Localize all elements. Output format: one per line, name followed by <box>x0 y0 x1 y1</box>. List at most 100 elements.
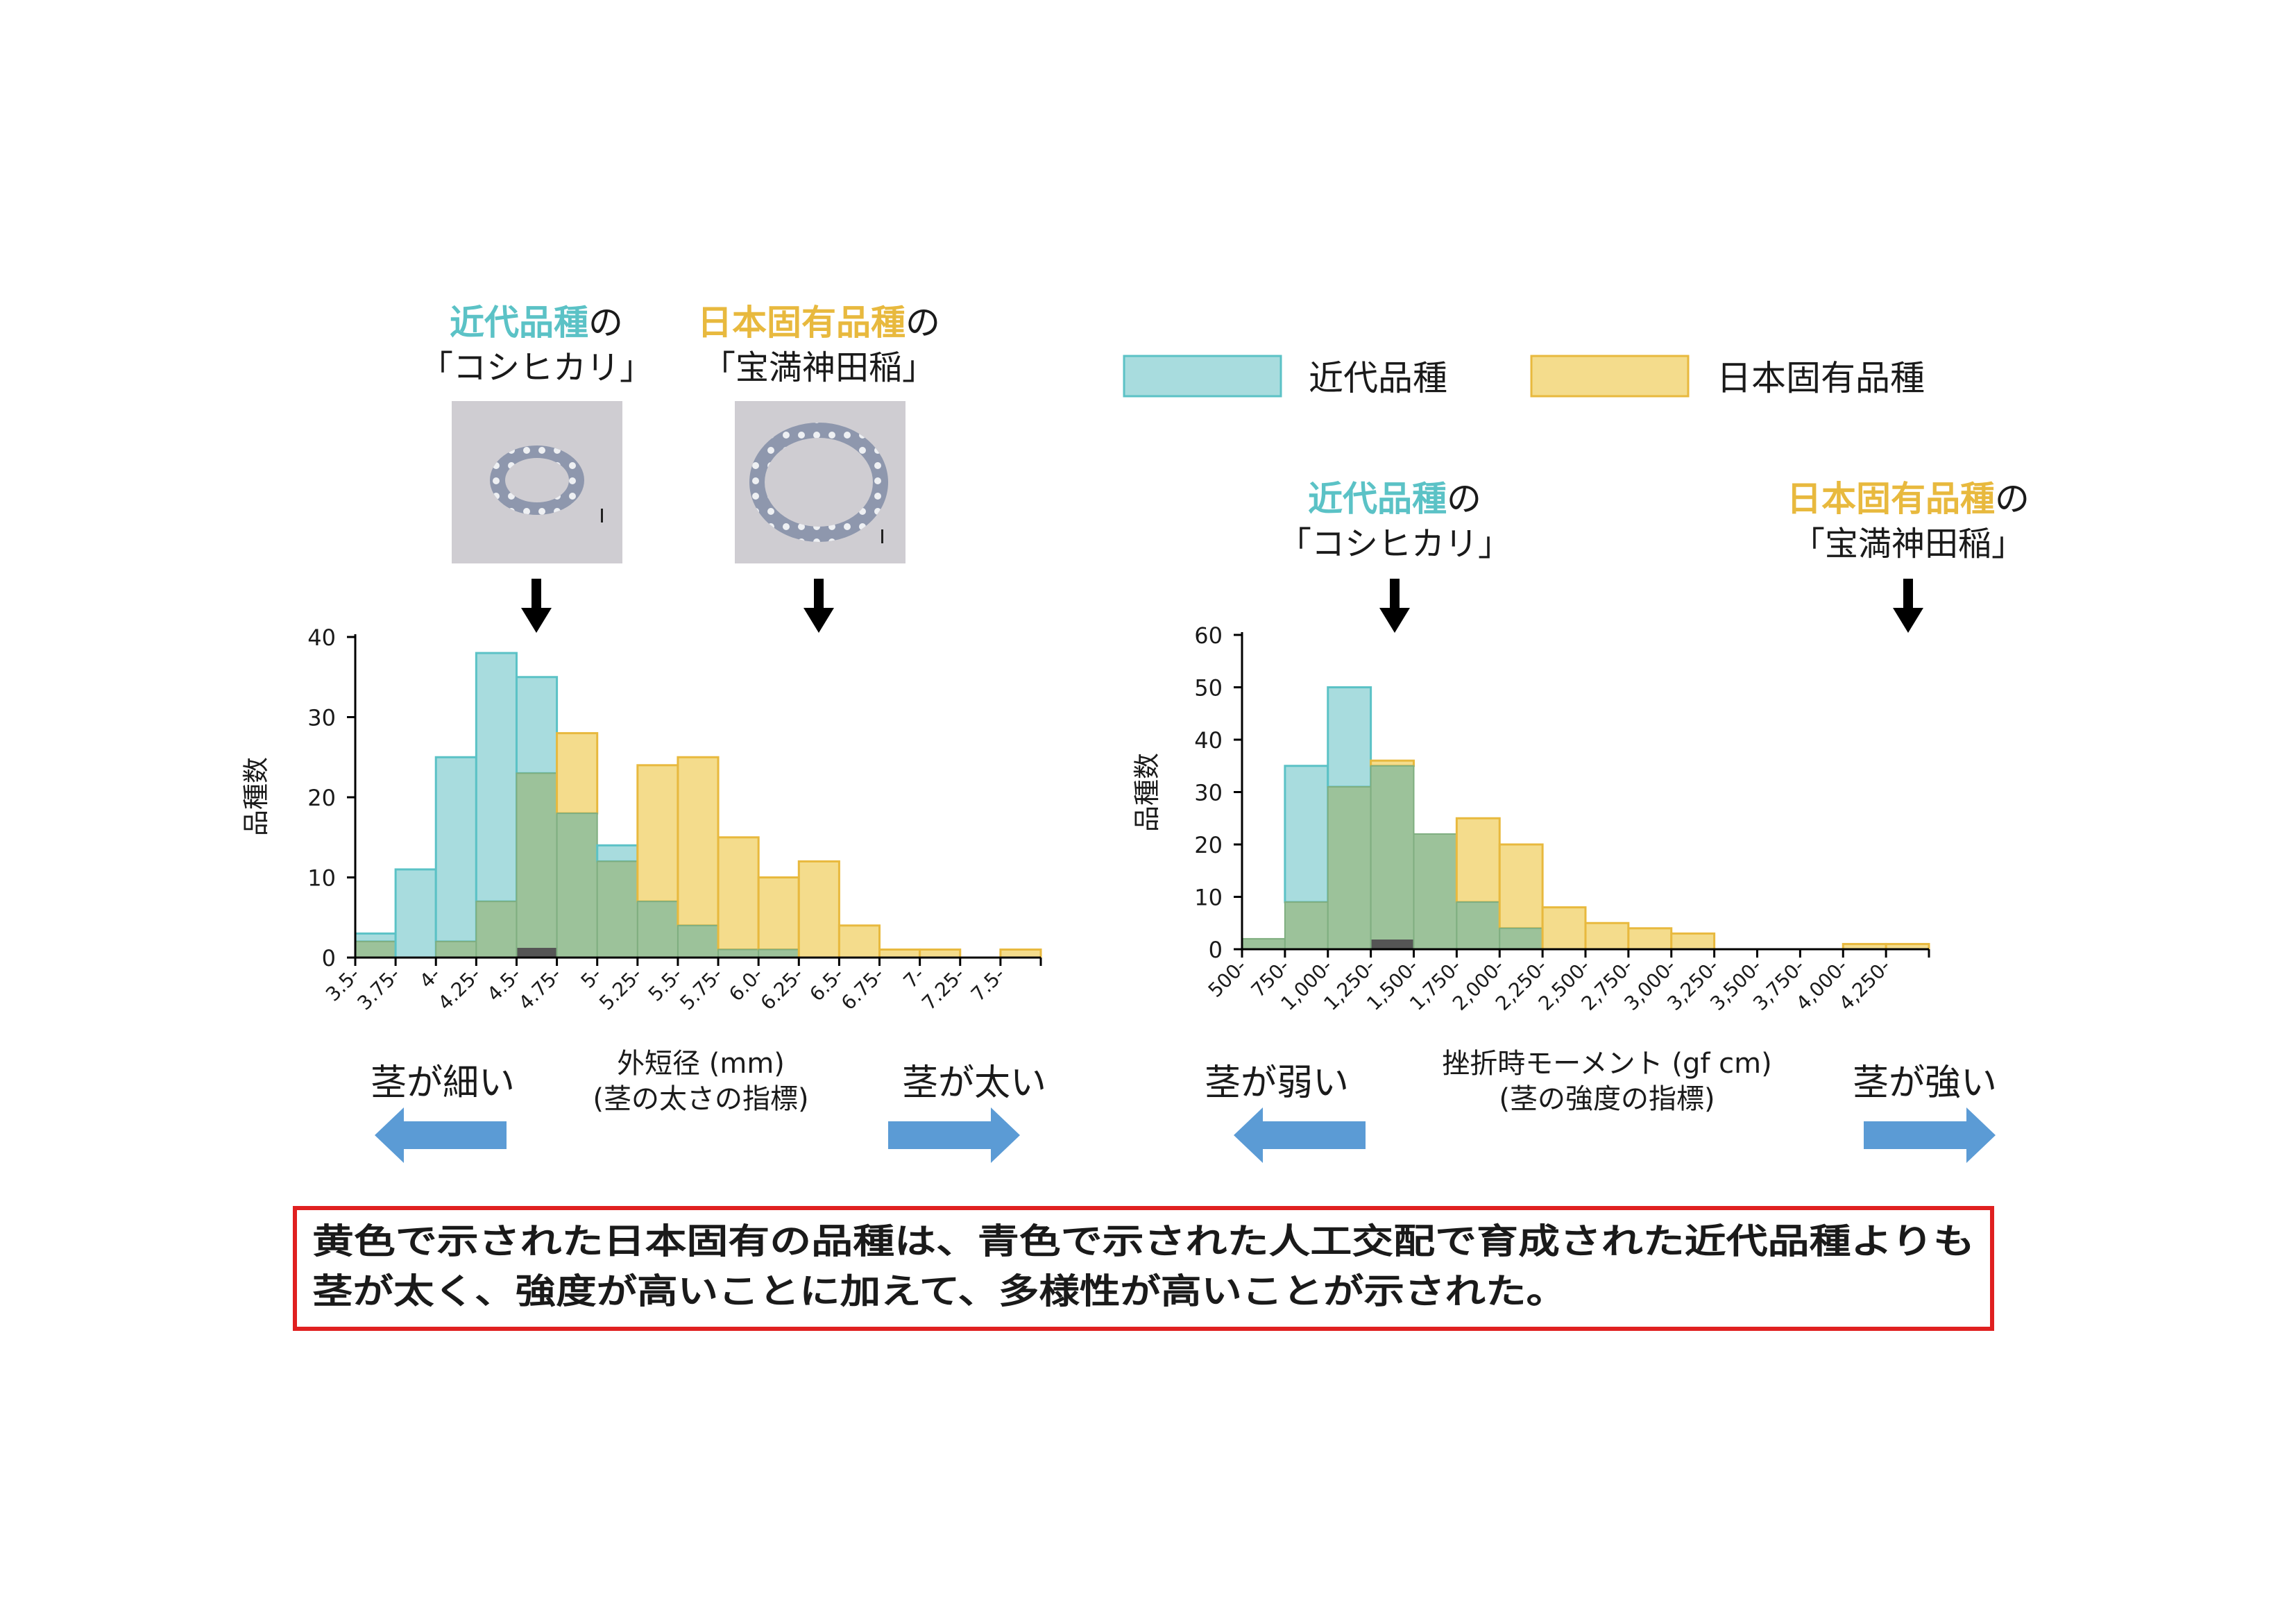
overlap-bar-7 <box>636 901 679 959</box>
legend-modern-label: 近代品種 <box>1309 358 1447 398</box>
left-native-name: 「宝満神田稲」 <box>702 348 935 387</box>
conclusion-box <box>293 1206 1994 1331</box>
native-bar-3 <box>1370 759 1415 767</box>
native-bar-11 <box>797 860 840 959</box>
right-modern-title: 近代品種の <box>1308 479 1481 519</box>
y-tick-label: 10 <box>1194 885 1223 911</box>
left-native-no: の <box>905 303 940 343</box>
x-tick-label: 5.25- <box>595 963 647 1015</box>
native-bar-5 <box>556 732 599 815</box>
x-tick-label: 7.5- <box>967 963 1010 1006</box>
native-bar-9 <box>1627 927 1673 951</box>
left-modern-variety: 近代品種 <box>450 303 588 343</box>
right-native-name: 「宝満神田稲」 <box>1792 525 2025 563</box>
overlap-bar-1 <box>1284 901 1329 951</box>
modern-bar-0 <box>354 932 397 943</box>
marked-variety-bar-4 <box>517 948 556 958</box>
modern-bar-1 <box>394 868 437 959</box>
right-native-no: の <box>1995 479 2030 519</box>
y-axis-label: 品種数 <box>241 757 271 836</box>
native-bar-8 <box>1584 921 1630 951</box>
native-bar-16 <box>999 948 1042 959</box>
x-tick-label: 7- <box>899 963 929 993</box>
native-bar-10 <box>757 876 800 951</box>
y-axis-label: 品種数 <box>1132 753 1162 832</box>
houman-kandaine-stem-photo <box>735 401 905 563</box>
weak-stem-label: 茎が弱い <box>1205 1062 1349 1104</box>
y-tick-label: 0 <box>1209 937 1223 963</box>
modern-bar-3 <box>475 652 518 903</box>
koshihikari-stem-photo <box>452 401 622 563</box>
y-tick-label: 30 <box>1194 780 1223 806</box>
native-bar-7 <box>636 764 679 903</box>
left-native-down-arrow <box>803 579 834 633</box>
left-modern-name: 「コシヒカリ」 <box>420 348 653 387</box>
x-tick-label: 5- <box>577 963 606 993</box>
y-tick-label: 30 <box>307 705 336 731</box>
x-tick-label: 3.75- <box>353 963 405 1015</box>
native-bar-8 <box>677 756 720 927</box>
left-native-variety: 日本固有品種 <box>697 303 905 343</box>
y-tick-label: 50 <box>1194 675 1223 702</box>
left-modern-title: 近代品種の <box>450 303 623 343</box>
y-tick-label: 40 <box>1194 727 1223 754</box>
x-tick-label: 6.75- <box>837 963 889 1015</box>
overlap-bar-4 <box>516 772 558 958</box>
thin-direction-arrow <box>375 1107 507 1163</box>
overlap-bar-2 <box>1327 785 1372 950</box>
right-modern-variety: 近代品種 <box>1308 479 1447 519</box>
modern-bar-4 <box>515 676 559 774</box>
right-modern-name: 「コシヒカリ」 <box>1278 525 1511 563</box>
strong-stem-label: 茎が強い <box>1853 1062 1997 1104</box>
native-bar-7 <box>1541 906 1587 951</box>
thin-stem-label: 茎が細い <box>371 1062 515 1104</box>
native-bar-6 <box>1498 843 1544 930</box>
overlap-bar-3 <box>475 901 518 959</box>
y-tick-label: 10 <box>307 865 336 892</box>
y-tick-label: 20 <box>1194 832 1223 858</box>
right-modern-no: の <box>1447 479 1481 519</box>
right-modern-down-arrow <box>1379 579 1410 633</box>
thick-direction-arrow <box>888 1107 1020 1163</box>
modern-bar-2 <box>1327 686 1372 788</box>
modern-bar-6 <box>596 844 639 863</box>
x-tick-label: 4.25- <box>434 963 486 1015</box>
left-xlabel-sub: (茎の太さの指標) <box>593 1083 808 1115</box>
x-tick-label: 4.75- <box>514 963 566 1015</box>
overlap-bar-4 <box>1413 833 1458 951</box>
overlap-bar-10 <box>758 949 800 958</box>
modern-bar-1 <box>1284 765 1329 903</box>
left-modern-down-arrow <box>521 579 552 633</box>
conclusion-line-2: 茎が太く、強度が高いことに加えて、多様性が高いことが示された。 <box>312 1271 1567 1311</box>
breaking-moment-histogram: 0102030405060500-750-1,000-1,250-1,500-1… <box>1132 622 1930 1015</box>
native-bar-5 <box>1455 817 1501 903</box>
overlap-bar-2 <box>435 940 477 959</box>
x-tick-label: 6.25- <box>756 963 808 1015</box>
left-modern-no: の <box>588 303 623 343</box>
strong-direction-arrow <box>1864 1107 1996 1163</box>
left-native-title: 日本固有品種の <box>697 303 940 343</box>
right-native-variety: 日本固有品種 <box>1787 479 1995 519</box>
overlap-bar-8 <box>677 924 720 959</box>
overlap-bar-6 <box>1499 927 1544 951</box>
modern-bar-2 <box>434 756 477 943</box>
right-native-down-arrow <box>1893 579 1923 633</box>
overlap-bar-0 <box>355 940 397 959</box>
y-tick-label: 60 <box>1194 622 1223 649</box>
weak-direction-arrow <box>1234 1107 1366 1163</box>
conclusion-line-1: 黄色で示された日本固有の品種は、青色で示された人工交配で育成された近代品種よりも <box>312 1221 1975 1261</box>
y-tick-label: 40 <box>307 624 336 651</box>
right-xlabel-sub: (茎の強度の指標) <box>1499 1083 1715 1115</box>
marked-variety-bar-3 <box>1371 940 1413 949</box>
x-tick-label: 4- <box>415 963 445 993</box>
thick-stem-label: 茎が太い <box>902 1062 1046 1104</box>
overlap-bar-3 <box>1370 765 1415 950</box>
right-native-title: 日本固有品種の <box>1787 479 2030 519</box>
legend-native-label: 日本固有品種 <box>1717 358 1925 398</box>
overlap-bar-9 <box>717 949 760 958</box>
native-bar-12 <box>837 924 881 959</box>
overlap-bar-5 <box>556 813 598 958</box>
y-tick-label: 20 <box>307 785 336 811</box>
